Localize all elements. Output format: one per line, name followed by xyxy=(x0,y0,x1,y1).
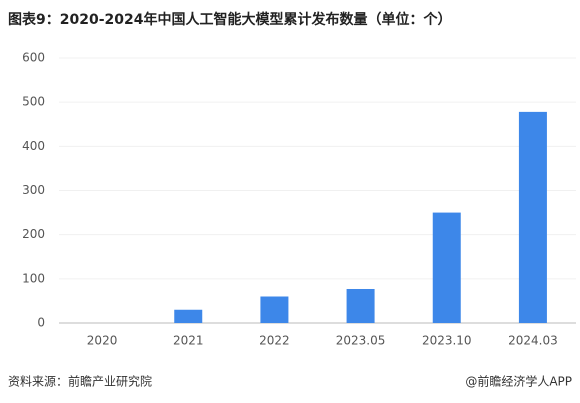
bar xyxy=(518,111,547,323)
source: 资料来源：前瞻产业研究院 xyxy=(8,374,152,389)
chart-title: 图表9：2020-2024年中国人工智能大模型累计发布数量（单位：个） xyxy=(8,11,451,28)
bar xyxy=(432,212,461,323)
x-tick-label: 2020 xyxy=(87,334,118,348)
credit: @前瞻经济学人APP xyxy=(465,374,572,389)
x-tick-label: 2022 xyxy=(259,334,290,348)
y-tick-label: 200 xyxy=(22,227,45,241)
bar xyxy=(174,309,203,323)
y-tick-label: 0 xyxy=(37,316,45,330)
x-tick-label: 2023.10 xyxy=(422,334,472,348)
x-tick-label: 2023.05 xyxy=(336,334,386,348)
bar xyxy=(346,288,375,323)
y-tick-label: 300 xyxy=(22,183,45,197)
y-tick-label: 100 xyxy=(22,271,45,285)
x-tick-label: 2021 xyxy=(173,334,204,348)
x-tick-label: 2024.03 xyxy=(508,334,558,348)
y-tick-label: 400 xyxy=(22,139,45,153)
y-tick-label: 500 xyxy=(22,95,45,109)
bar xyxy=(260,296,289,323)
y-tick-label: 600 xyxy=(22,51,45,65)
